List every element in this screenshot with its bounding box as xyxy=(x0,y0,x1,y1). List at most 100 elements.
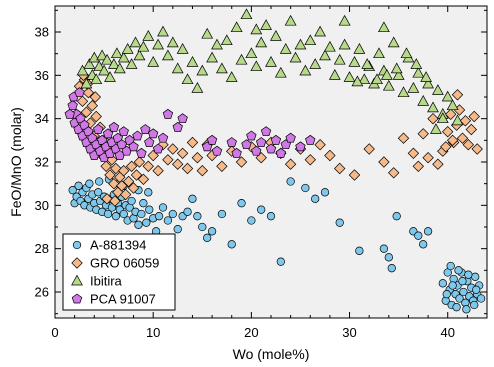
data-point-pca-91007 xyxy=(285,132,296,143)
data-point-a-881394 xyxy=(448,281,457,290)
data-point-ibitira xyxy=(142,29,155,41)
data-point-ibitira xyxy=(93,60,106,72)
data-point-ibitira xyxy=(211,38,223,50)
data-point-ibitira xyxy=(76,64,89,76)
data-point-ibitira xyxy=(191,81,204,93)
data-point-ibitira xyxy=(299,64,312,76)
data-point-pca-91007 xyxy=(226,137,237,147)
data-point-a-881394 xyxy=(419,240,428,249)
x-tick-label: 0 xyxy=(51,325,58,340)
data-point-pca-91007 xyxy=(251,145,262,156)
data-point-gro-06059 xyxy=(440,141,452,153)
data-point-gro-06059 xyxy=(125,160,138,172)
data-point-ibitira xyxy=(171,62,184,74)
data-point-ibitira xyxy=(294,38,307,50)
data-point-ibitira xyxy=(108,58,120,69)
data-point-a-881394 xyxy=(458,277,467,286)
data-point-pca-91007 xyxy=(177,113,188,124)
data-point-ibitira xyxy=(430,123,442,134)
data-point-ibitira xyxy=(270,29,282,41)
data-point-ibitira xyxy=(121,42,134,54)
data-point-pca-91007 xyxy=(140,124,151,134)
data-point-gro-06059 xyxy=(167,143,179,155)
data-point-a-881394 xyxy=(203,233,212,242)
data-point-ibitira xyxy=(279,42,292,54)
data-point-gro-06059 xyxy=(397,132,410,144)
data-point-gro-06059 xyxy=(133,156,146,168)
data-point-a-881394 xyxy=(111,212,121,221)
data-point-gro-06059 xyxy=(235,156,248,168)
data-point-pca-91007 xyxy=(118,126,129,137)
data-point-ibitira xyxy=(98,64,110,76)
data-point-gro-06059 xyxy=(468,110,480,123)
data-point-gro-06059 xyxy=(116,180,128,192)
data-point-a-881394 xyxy=(311,194,320,203)
data-point-pca-91007 xyxy=(295,141,306,152)
y-tick-label: 26 xyxy=(35,285,49,300)
data-point-ibitira xyxy=(152,38,164,50)
data-point-gro-06059 xyxy=(284,158,297,170)
data-point-ibitira xyxy=(216,62,228,74)
data-point-a-881394 xyxy=(247,216,256,225)
data-point-ibitira xyxy=(133,49,146,61)
data-point-ibitira xyxy=(348,55,361,67)
data-point-a-881394 xyxy=(95,177,104,186)
data-point-a-881394 xyxy=(459,287,468,297)
data-point-gro-06059 xyxy=(471,143,483,155)
data-point-gro-06059 xyxy=(422,152,434,164)
data-point-ibitira xyxy=(250,60,263,72)
data-point-ibitira xyxy=(451,114,464,126)
data-point-pca-91007 xyxy=(144,137,155,147)
data-point-a-881394 xyxy=(384,253,393,262)
data-point-gro-06059 xyxy=(324,149,336,162)
data-point-gro-06059 xyxy=(80,106,93,118)
data-point-gro-06059 xyxy=(446,134,459,146)
data-point-gro-06059 xyxy=(314,139,326,151)
x-tick-label: 30 xyxy=(342,325,356,340)
data-point-pca-91007 xyxy=(152,143,164,154)
data-point-a-881394 xyxy=(286,177,295,186)
data-point-ibitira xyxy=(304,34,317,46)
data-point-pca-91007 xyxy=(231,147,242,158)
data-point-ibitira xyxy=(260,19,272,30)
data-point-gro-06059 xyxy=(363,143,375,155)
data-point-a-881394 xyxy=(387,264,396,273)
data-point-gro-06059 xyxy=(334,162,346,175)
data-point-a-881394 xyxy=(335,218,344,227)
data-point-gro-06059 xyxy=(76,95,89,107)
data-point-gro-06059 xyxy=(191,152,204,164)
data-point-ibitira xyxy=(361,58,374,69)
data-point-gro-06059 xyxy=(388,167,400,179)
y-axis: 26 28 30 32 34 36 38 xyxy=(35,9,487,315)
data-point-gro-06059 xyxy=(459,115,472,127)
data-point-a-881394 xyxy=(392,212,401,221)
data-point-gro-06059 xyxy=(152,165,164,177)
data-point-ibitira xyxy=(417,94,430,106)
data-point-a-881394 xyxy=(158,203,168,212)
data-point-pca-91007 xyxy=(241,139,252,150)
data-point-ibitira xyxy=(432,84,444,95)
x-tick-label: 40 xyxy=(440,325,454,340)
data-point-a-881394 xyxy=(119,209,128,219)
data-point-ibitira xyxy=(400,47,413,59)
data-point-ibitira xyxy=(446,99,459,111)
data-point-ibitira xyxy=(371,73,383,85)
data-point-ibitira xyxy=(220,34,233,46)
data-point-ibitira xyxy=(309,58,322,69)
data-point-a-881394 xyxy=(446,261,455,271)
data-point-ibitira xyxy=(436,112,449,124)
data-point-ibitira xyxy=(410,58,423,69)
data-point-ibitira xyxy=(96,49,108,61)
data-point-gro-06059 xyxy=(90,110,102,123)
data-point-ibitira xyxy=(230,21,243,33)
data-point-pca-91007 xyxy=(147,128,159,139)
data-point-a-881394 xyxy=(163,216,173,225)
data-point-a-881394 xyxy=(476,294,486,303)
data-point-ibitira xyxy=(328,68,341,80)
data-point-a-881394 xyxy=(154,212,164,221)
data-point-a-881394 xyxy=(442,290,451,299)
y-tick-label: 30 xyxy=(35,198,49,213)
data-point-a-881394 xyxy=(227,240,236,249)
data-point-a-881394 xyxy=(266,212,276,221)
data-point-pca-91007 xyxy=(64,108,75,119)
